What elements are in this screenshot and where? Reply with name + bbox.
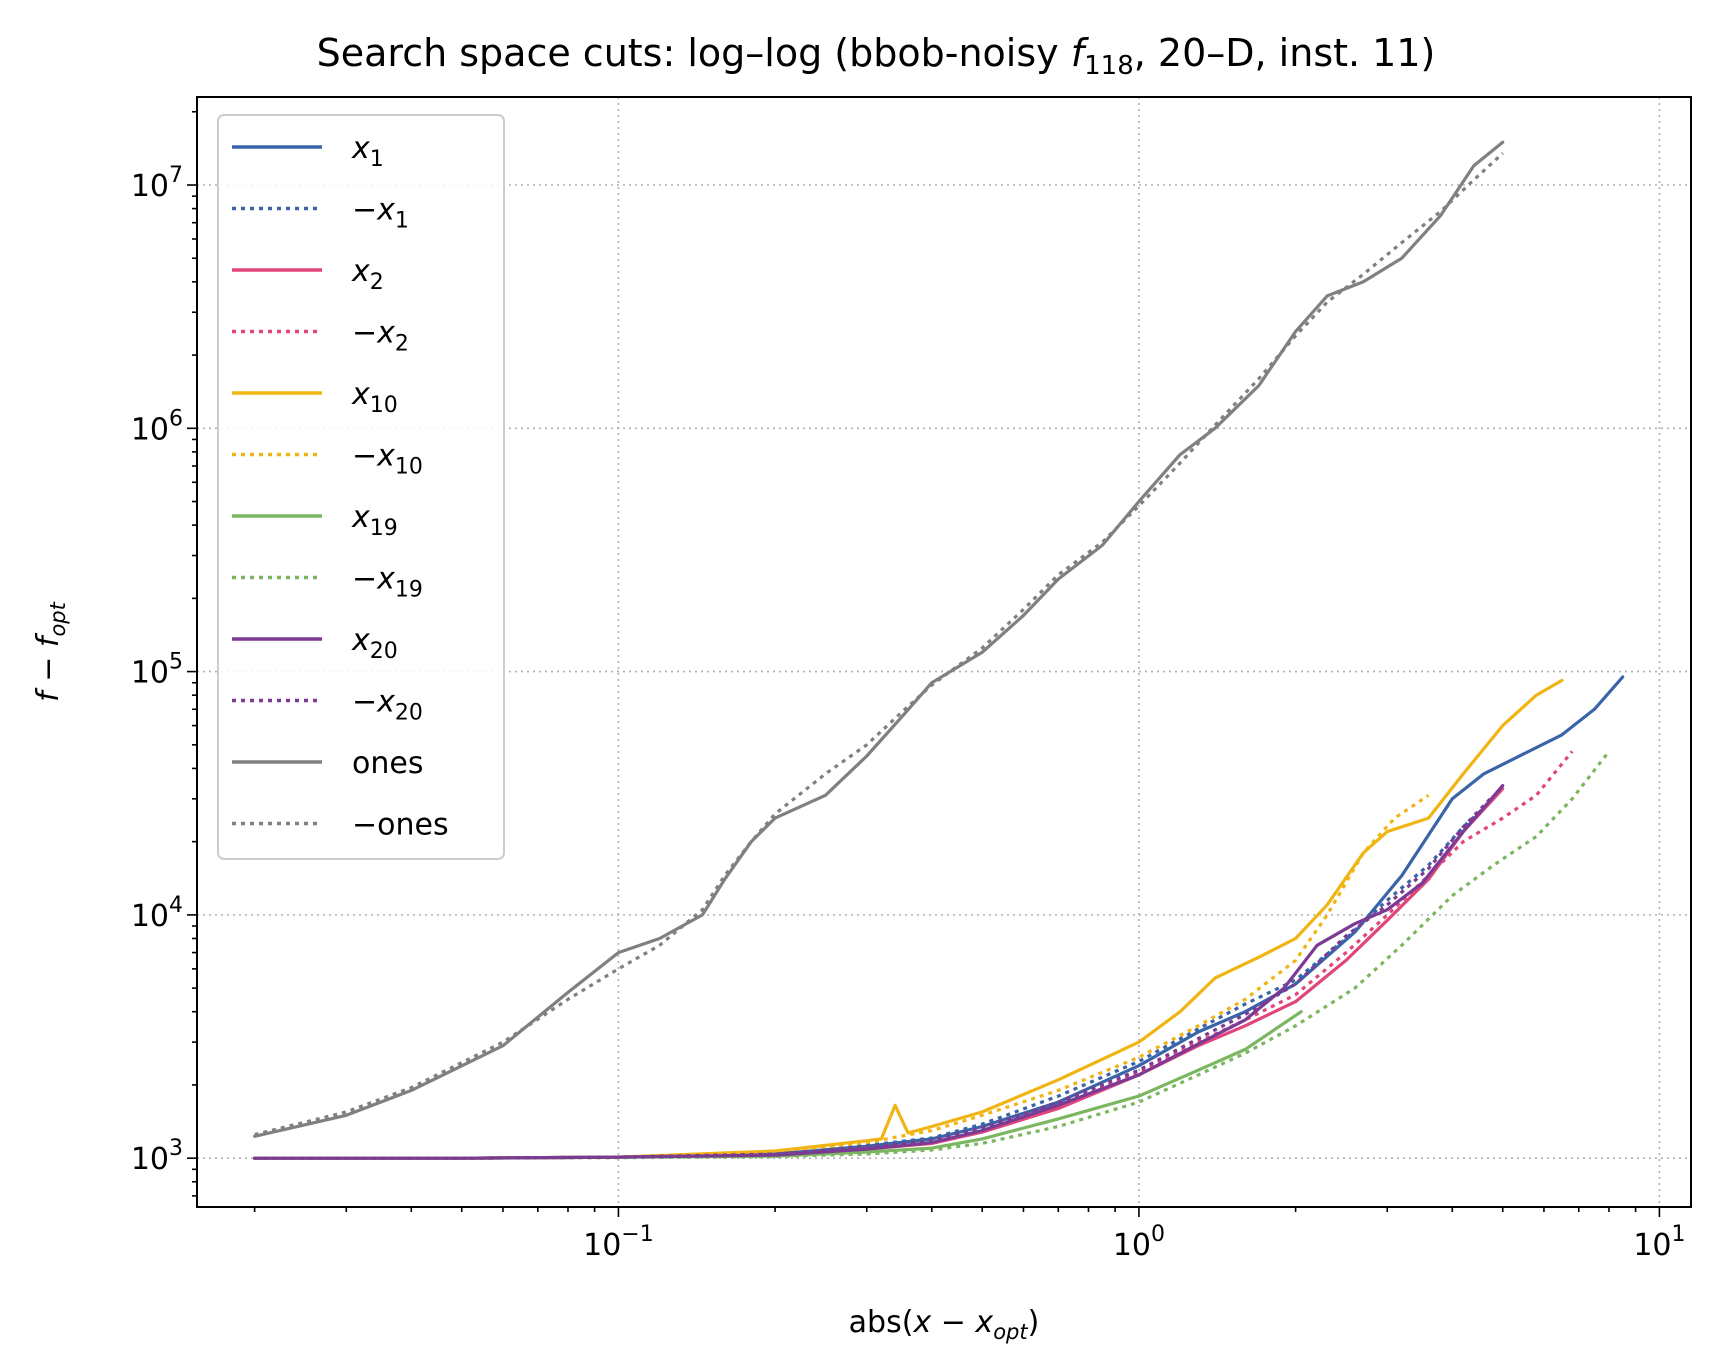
series-line-neg-ones [254, 152, 1504, 1137]
y-tick-label: 106 [131, 406, 183, 447]
legend-label-x19: x19 [351, 500, 398, 541]
x-tick-label: 10−1 [583, 1222, 654, 1263]
series-line-ones [253, 140, 1505, 1138]
legend-label-x20: x20 [351, 623, 398, 664]
legend-label-neg-x1: −x1 [352, 193, 409, 234]
legend-label-x10: x10 [351, 377, 398, 418]
x-axis-label: abs(x − xopt) [849, 1305, 1040, 1344]
y-tick-label: 105 [131, 650, 183, 691]
legend-label-x2: x2 [351, 254, 384, 295]
series-lines [253, 140, 1625, 1160]
legend-label-neg-x20: −x20 [352, 685, 423, 726]
legend-label-neg-x10: −x10 [352, 439, 423, 480]
y-axis-label: f − fopt [31, 601, 70, 702]
series-line-neg-x19 [254, 750, 1611, 1160]
y-axis-ticks: 103 104 105 106 107 [131, 163, 197, 1177]
plot-frame [196, 96, 1692, 1208]
legend-label-x1: x1 [351, 131, 384, 172]
legend-label-neg-x19: −x19 [352, 562, 423, 603]
x-axis-ticks: 10−1 100 101 [583, 1207, 1686, 1263]
y-tick-label: 107 [131, 163, 183, 204]
series-line-neg-x1 [254, 787, 1504, 1160]
legend-box [217, 114, 505, 860]
grid-lines [197, 97, 1691, 1207]
x-tick-label: 100 [1113, 1222, 1165, 1263]
series-line-neg-x20 [254, 794, 1495, 1160]
series-line-x20 [253, 783, 1505, 1160]
legend-label-neg-ones: −ones [352, 808, 449, 843]
legend-label-ones: ones [352, 746, 423, 781]
y-tick-label: 104 [131, 893, 183, 934]
x-tick-label: 101 [1633, 1222, 1685, 1263]
legend-label-neg-x2: −x2 [352, 316, 409, 357]
chart-title: Search space cuts: log–log (bbob-noisy f… [317, 31, 1436, 81]
series-line-x10 [253, 678, 1564, 1160]
series-line-neg-x2 [254, 750, 1574, 1160]
legend: x1 −x1 x2 −x2 x10 −x10 x19 −x19 x20 −x20 ones −ones [217, 114, 505, 860]
y-tick-label: 103 [131, 1136, 183, 1177]
